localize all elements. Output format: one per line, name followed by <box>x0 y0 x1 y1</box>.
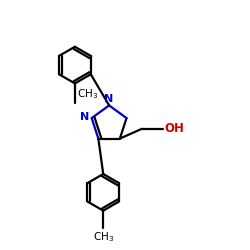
Text: CH$_3$: CH$_3$ <box>77 87 98 101</box>
Text: CH$_3$: CH$_3$ <box>92 230 114 243</box>
Text: N: N <box>104 94 114 104</box>
Text: N: N <box>80 112 90 122</box>
Text: OH: OH <box>164 122 184 135</box>
